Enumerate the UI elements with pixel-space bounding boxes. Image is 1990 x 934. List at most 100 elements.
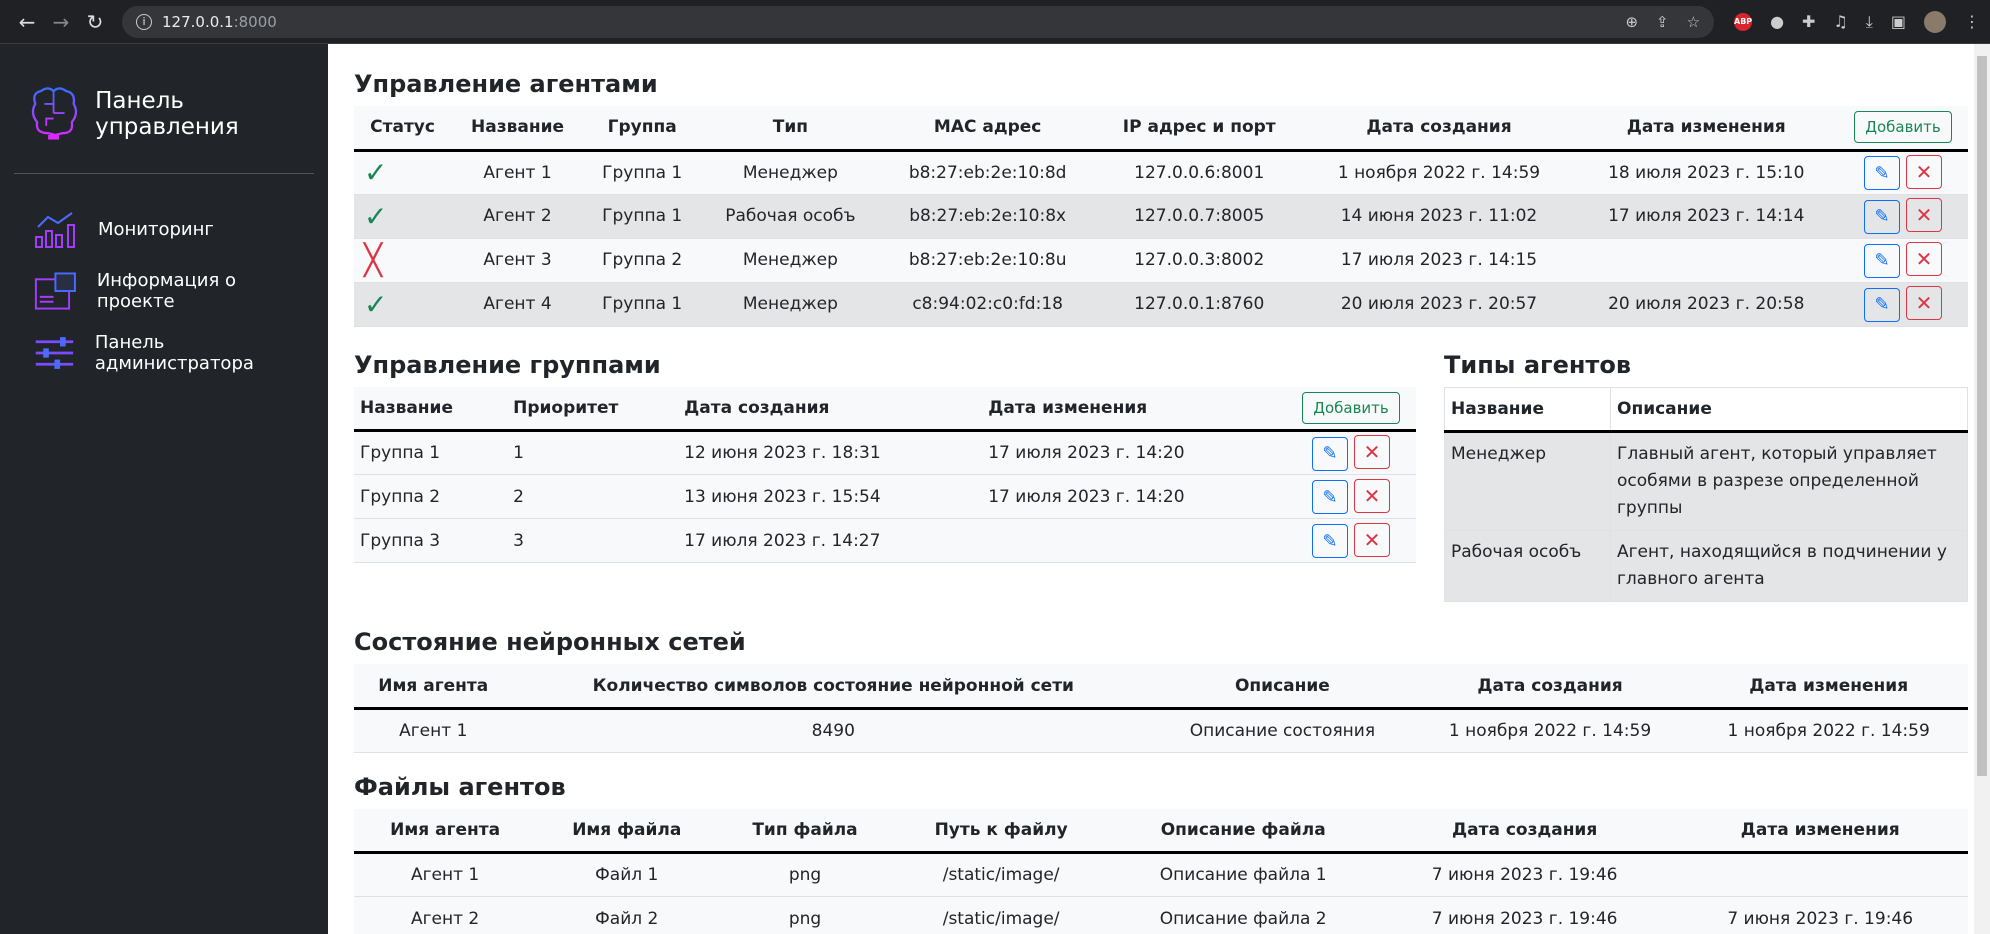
edit-button[interactable]: ✎ [1312, 524, 1348, 559]
sidebar-item-admin-panel[interactable]: Панель администратора [14, 322, 314, 384]
agents-modified: 18 июля 2023 г. 15:10 [1574, 150, 1838, 195]
states-agent: Агент 1 [354, 708, 513, 753]
sidebar: Панель управления Мониторинг Информация … [0, 44, 328, 934]
groups-priority: 1 [507, 430, 679, 475]
media-icon[interactable]: ♫ [1833, 12, 1848, 31]
check-icon: ✓ [364, 287, 388, 321]
check-icon: ✓ [364, 156, 388, 189]
edit-button[interactable]: ✎ [1312, 436, 1348, 471]
states-created: 1 ноября 2022 г. 14:59 [1410, 708, 1690, 753]
column-header: Название [1444, 386, 1611, 433]
star-icon[interactable]: ☆ [1686, 12, 1701, 31]
column-header: Дата изменения [982, 386, 1286, 432]
agents-ip: 127.0.0.7:8005 [1094, 194, 1304, 239]
edit-icon: ✎ [1874, 162, 1890, 184]
files-modified: 7 июня 2023 г. 19:46 [1672, 896, 1968, 934]
delete-button[interactable]: ✕ [1906, 198, 1942, 233]
brand-title: Панель управления [95, 87, 239, 140]
menu-icon[interactable]: ⋮ [1964, 12, 1980, 31]
column-header: Описание [1154, 664, 1411, 710]
agents-mac: b8:27:eb:2e:10:8u [880, 238, 1095, 283]
delete-button[interactable]: ✕ [1354, 522, 1390, 557]
column-header: Дата создания [678, 386, 983, 432]
delete-button[interactable]: ✕ [1354, 435, 1390, 470]
column-header: MAC адрес [880, 106, 1095, 152]
edit-icon: ✎ [1322, 530, 1338, 552]
chart-icon [35, 212, 75, 248]
table-row: Группа 3 3 17 июля 2023 г. 14:27 ✎ ✕ [354, 518, 1416, 563]
close-icon: ✕ [1915, 291, 1933, 316]
share-icon[interactable]: ⇪ [1656, 12, 1669, 31]
forward-icon[interactable]: → [52, 9, 70, 34]
groups-modified: 17 июля 2023 г. 14:20 [982, 474, 1286, 519]
groups-priority: 3 [507, 518, 679, 563]
add-button[interactable]: Добавить [1302, 391, 1400, 424]
add-button[interactable]: Добавить [1854, 111, 1952, 144]
groups-table: Название Приоритет Дата создания Дата измен… [354, 386, 1416, 563]
edit-button[interactable]: ✎ [1864, 287, 1900, 322]
agents-name: Агент 4 [451, 282, 584, 327]
address-bar[interactable]: i 127.0.0.1:8000 ⊕ ⇪ ☆ [122, 5, 1715, 38]
states-table: Имя агента Количество символов состояние … [354, 664, 1968, 753]
table-row: Рабочая особъ Агент, находящийся в подчин… [1444, 530, 1968, 603]
edit-icon: ✎ [1874, 294, 1890, 316]
files-desc: Описание файла 2 [1109, 896, 1377, 934]
agents-type: Менеджер [700, 238, 881, 283]
files-modified [1672, 852, 1968, 898]
agents-ip: 127.0.0.6:8001 [1094, 150, 1304, 195]
download-icon[interactable]: ⤓ [1865, 11, 1873, 31]
edit-button[interactable]: ✎ [1864, 199, 1900, 234]
close-icon: ✕ [1363, 527, 1381, 552]
column-header: Название [451, 106, 584, 152]
zoom-icon[interactable]: ⊕ [1625, 12, 1639, 31]
edit-icon: ✎ [1874, 250, 1890, 272]
adblock-icon[interactable]: ABP [1734, 12, 1752, 31]
groups-created: 17 июля 2023 г. 14:27 [678, 518, 983, 563]
edit-button[interactable]: ✎ [1312, 480, 1348, 515]
agents-mac: c8:94:02:c0:fd:18 [880, 282, 1095, 327]
edit-button[interactable]: ✎ [1864, 243, 1900, 278]
agents-status: ✓ [354, 282, 452, 327]
column-header: Дата создания [1410, 664, 1690, 710]
brand[interactable]: Панель управления [14, 54, 314, 174]
agents-created: 14 июня 2023 г. 11:02 [1303, 194, 1575, 239]
agents-group: Группа 1 [583, 150, 701, 195]
column-header: Дата создания [1376, 808, 1673, 855]
extension-icon[interactable]: ● [1770, 12, 1785, 31]
delete-button[interactable]: ✕ [1906, 242, 1942, 277]
close-icon: ✕ [1915, 247, 1933, 272]
delete-button[interactable]: ✕ [1906, 286, 1942, 321]
close-icon: ✕ [1915, 203, 1933, 228]
delete-button[interactable]: ✕ [1906, 154, 1942, 189]
files-created: 7 июня 2023 г. 19:46 [1376, 852, 1673, 898]
files-agent: Агент 2 [354, 896, 537, 934]
column-header: Описание [1610, 386, 1968, 433]
scrollbar[interactable] [1974, 44, 1990, 934]
edit-button[interactable]: ✎ [1864, 156, 1900, 191]
sliders-icon [35, 337, 74, 369]
puzzle-icon[interactable]: ✚ [1802, 12, 1816, 31]
sidebar-item-monitoring[interactable]: Мониторинг [14, 198, 314, 260]
agents-type: Рабочая особъ [700, 194, 881, 239]
agents-name: Агент 2 [451, 194, 584, 239]
files-created: 7 июня 2023 г. 19:46 [1376, 896, 1673, 934]
url-port: :8000 [233, 12, 277, 31]
info-icon[interactable]: i [136, 13, 152, 30]
agents-group: Группа 1 [583, 282, 701, 327]
delete-button[interactable]: ✕ [1354, 478, 1390, 513]
table-row: Группа 1 1 12 июня 2023 г. 18:31 17 июля 20… [354, 430, 1416, 475]
sidepanel-icon[interactable]: ▣ [1890, 12, 1906, 31]
agents-modified: 17 июля 2023 г. 14:14 [1574, 194, 1838, 239]
column-header: Дата изменения [1574, 106, 1838, 152]
reload-icon[interactable]: ↻ [86, 9, 104, 34]
agents-modified: 20 июля 2023 г. 20:58 [1574, 282, 1838, 327]
states-chars: 8490 [512, 708, 1155, 753]
groups-created: 13 июня 2023 г. 15:54 [678, 474, 983, 519]
info-window-icon [34, 272, 76, 310]
files-file: Файл 2 [536, 896, 718, 934]
agents-created: 17 июля 2023 г. 14:15 [1303, 238, 1575, 283]
avatar[interactable] [1924, 10, 1946, 33]
back-icon[interactable]: ← [18, 9, 36, 34]
agents-created: 20 июля 2023 г. 20:57 [1303, 282, 1575, 327]
sidebar-item-project-info[interactable]: Информация о проекте [14, 260, 314, 322]
